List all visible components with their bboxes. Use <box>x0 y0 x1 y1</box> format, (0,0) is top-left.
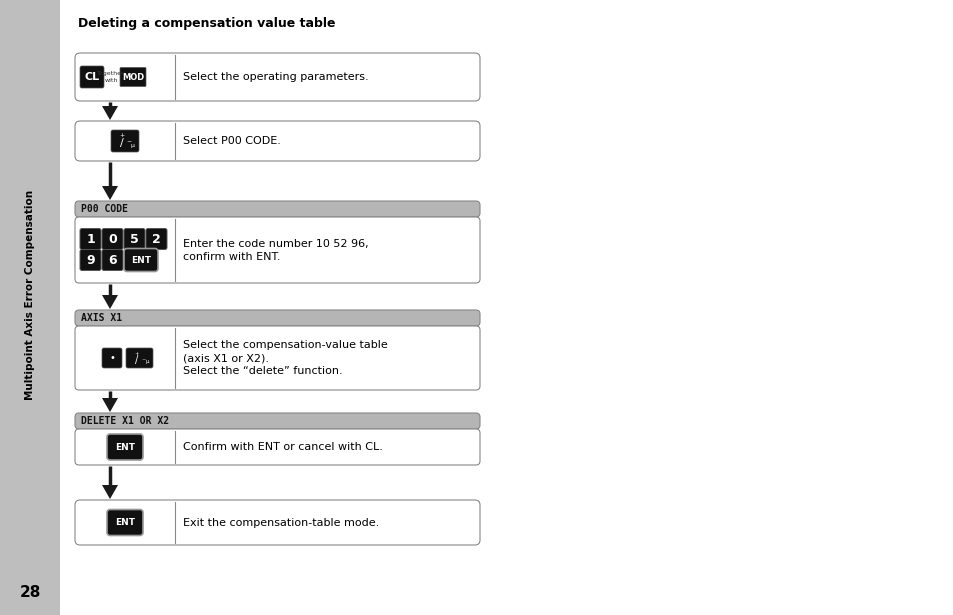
Text: ⁺: ⁺ <box>134 351 138 360</box>
FancyBboxPatch shape <box>146 229 167 250</box>
Polygon shape <box>102 106 118 120</box>
FancyBboxPatch shape <box>102 348 122 368</box>
Text: (axis X1 or X2).: (axis X1 or X2). <box>183 353 269 363</box>
FancyBboxPatch shape <box>0 0 60 615</box>
FancyBboxPatch shape <box>75 121 479 161</box>
Text: P00 CODE: P00 CODE <box>81 204 128 214</box>
FancyBboxPatch shape <box>75 429 479 465</box>
FancyBboxPatch shape <box>75 326 479 390</box>
Text: 2: 2 <box>152 232 161 245</box>
FancyBboxPatch shape <box>75 53 479 101</box>
FancyBboxPatch shape <box>126 348 152 368</box>
Text: •: • <box>109 353 114 363</box>
Polygon shape <box>102 485 118 499</box>
FancyBboxPatch shape <box>111 130 139 152</box>
FancyBboxPatch shape <box>60 0 953 615</box>
Text: ⁻: ⁻ <box>127 139 132 149</box>
Text: confirm with ENT.: confirm with ENT. <box>183 252 280 261</box>
Text: 28: 28 <box>19 585 41 600</box>
FancyBboxPatch shape <box>75 217 479 283</box>
Text: ⁺: ⁺ <box>119 133 125 143</box>
Text: ENT: ENT <box>131 255 151 264</box>
Text: 6: 6 <box>108 253 116 266</box>
Text: DELETE X1 OR X2: DELETE X1 OR X2 <box>81 416 169 426</box>
Polygon shape <box>102 398 118 412</box>
FancyBboxPatch shape <box>124 229 145 250</box>
Text: Deleting a compensation value table: Deleting a compensation value table <box>78 17 335 30</box>
Text: μ: μ <box>146 360 149 365</box>
FancyBboxPatch shape <box>80 66 104 88</box>
Text: 5: 5 <box>130 232 139 245</box>
FancyBboxPatch shape <box>124 248 158 271</box>
Text: 0: 0 <box>108 232 117 245</box>
FancyBboxPatch shape <box>120 68 146 87</box>
Text: AXIS X1: AXIS X1 <box>81 313 122 323</box>
Text: Select the compensation-value table: Select the compensation-value table <box>183 340 387 350</box>
Text: ENT: ENT <box>115 518 135 527</box>
Text: Select the “delete” function.: Select the “delete” function. <box>183 366 342 376</box>
FancyBboxPatch shape <box>102 250 123 271</box>
Text: μ: μ <box>131 143 135 148</box>
Text: /: / <box>134 355 138 365</box>
Polygon shape <box>102 295 118 309</box>
Text: with: with <box>104 78 117 83</box>
Text: 9: 9 <box>86 253 94 266</box>
FancyBboxPatch shape <box>102 229 123 250</box>
Text: Multipoint Axis Error Compensation: Multipoint Axis Error Compensation <box>25 190 35 400</box>
Text: CL: CL <box>85 72 99 82</box>
Polygon shape <box>102 186 118 200</box>
Text: Exit the compensation-table mode.: Exit the compensation-table mode. <box>183 517 379 528</box>
Text: ⁻: ⁻ <box>141 357 146 365</box>
Text: Enter the code number 10 52 96,: Enter the code number 10 52 96, <box>183 239 368 248</box>
Text: Select P00 CODE.: Select P00 CODE. <box>183 136 280 146</box>
FancyBboxPatch shape <box>80 250 101 271</box>
FancyBboxPatch shape <box>107 434 143 460</box>
Text: Together: Together <box>97 71 125 76</box>
FancyBboxPatch shape <box>80 229 101 250</box>
Text: Confirm with ENT or cancel with CL.: Confirm with ENT or cancel with CL. <box>183 442 382 452</box>
Text: Select the operating parameters.: Select the operating parameters. <box>183 72 368 82</box>
FancyBboxPatch shape <box>107 509 143 536</box>
FancyBboxPatch shape <box>75 201 479 217</box>
FancyBboxPatch shape <box>75 500 479 545</box>
FancyBboxPatch shape <box>75 310 479 326</box>
Text: ENT: ENT <box>115 443 135 451</box>
Text: 1: 1 <box>86 232 94 245</box>
Text: MOD: MOD <box>122 73 144 82</box>
Text: /: / <box>120 138 124 148</box>
FancyBboxPatch shape <box>75 413 479 429</box>
